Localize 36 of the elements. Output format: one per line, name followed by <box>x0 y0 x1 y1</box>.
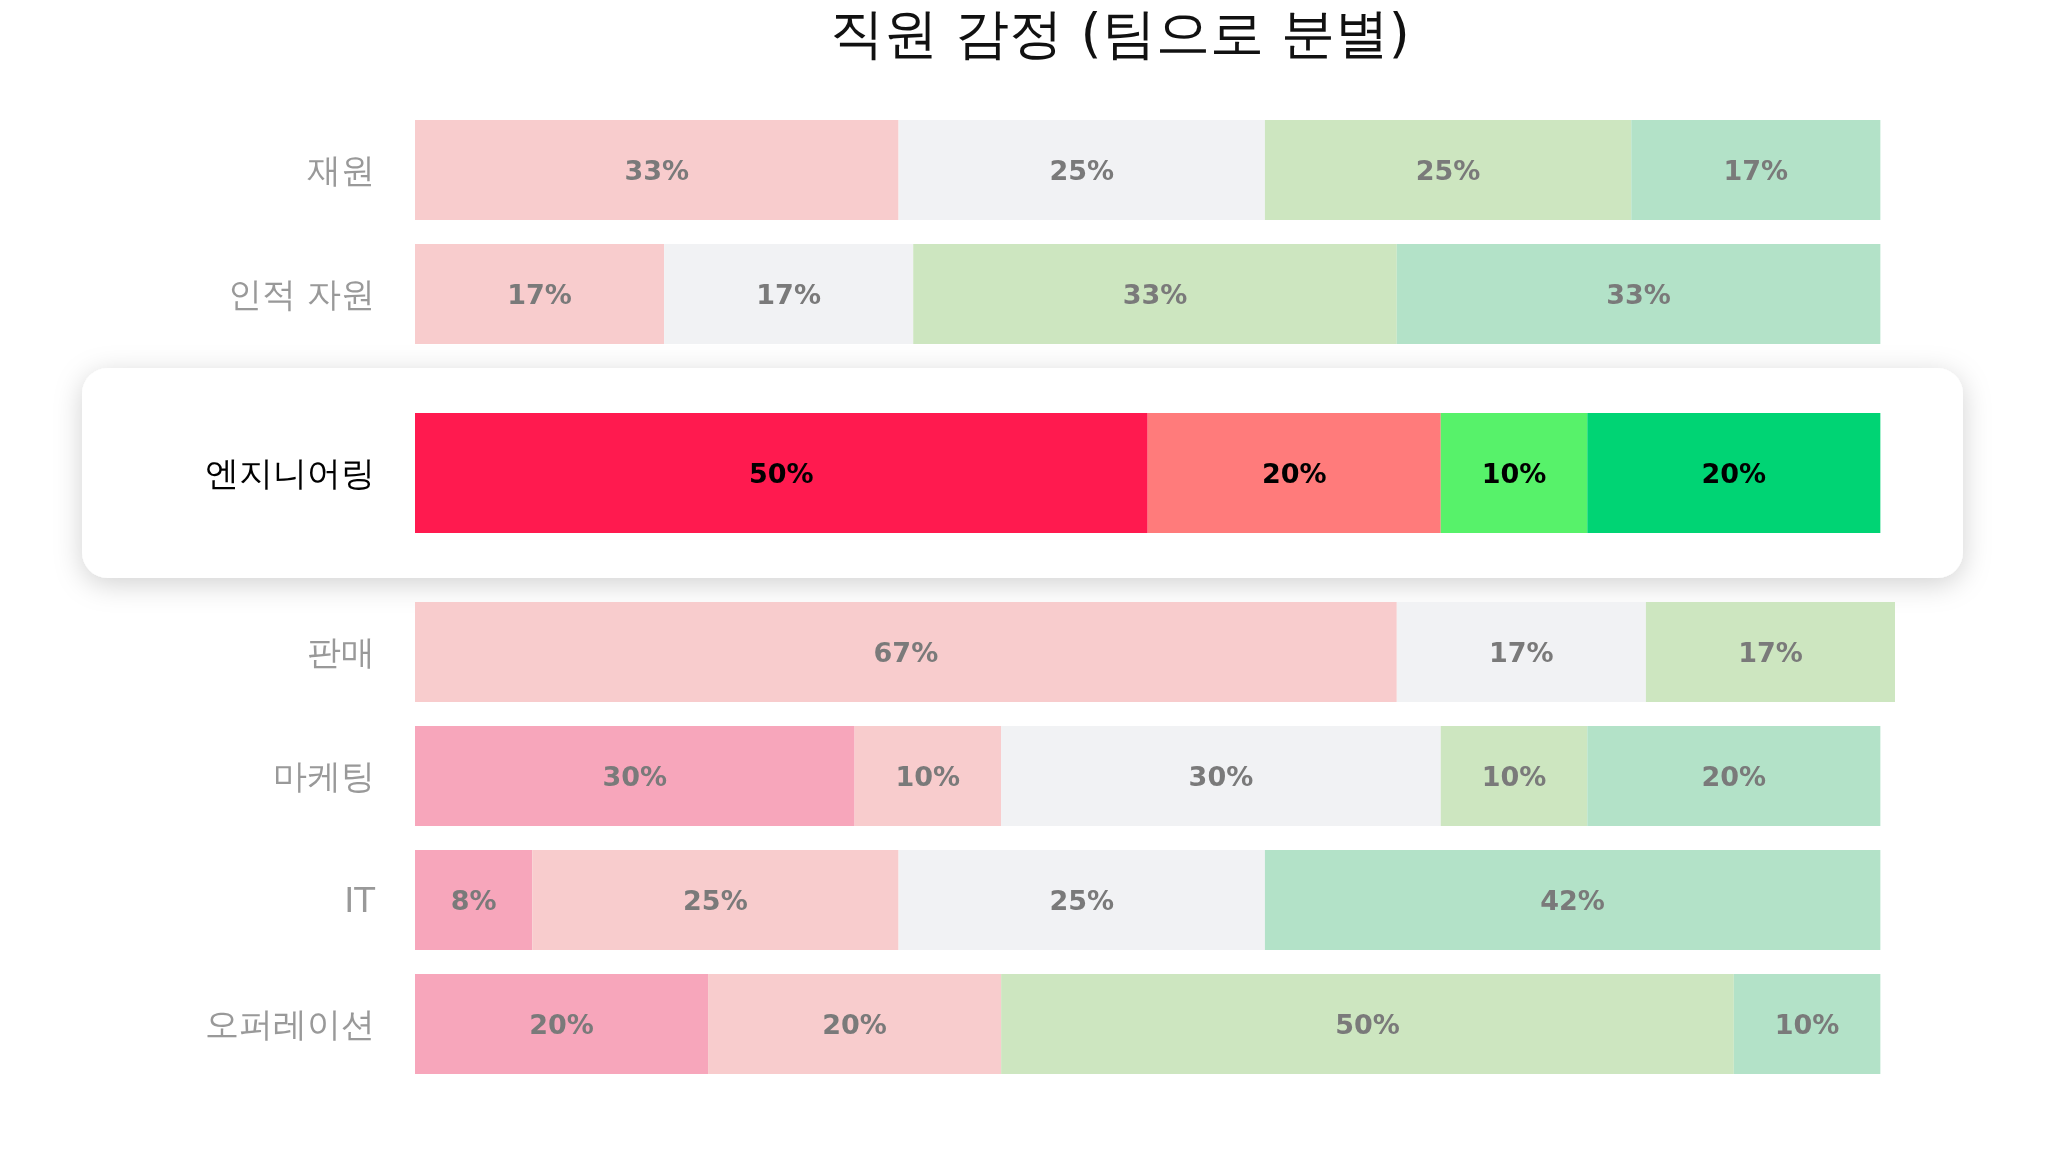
data-label: 25% <box>1415 155 1481 186</box>
y-tick-label: 엔지니어링 <box>205 453 375 493</box>
data-label: 17% <box>507 279 572 310</box>
data-label: 33% <box>624 155 690 186</box>
data-label: 42% <box>1540 885 1605 916</box>
data-label: 33% <box>1606 279 1671 310</box>
data-label: 8% <box>450 885 497 916</box>
data-label: 17% <box>1738 637 1803 668</box>
data-label: 33% <box>1122 279 1188 310</box>
data-label: 17% <box>1489 637 1554 668</box>
y-tick-label: 재원 <box>307 150 375 190</box>
y-tick-label: 판매 <box>307 632 375 672</box>
data-label: 20% <box>1261 458 1327 489</box>
data-label: 10% <box>895 761 961 792</box>
data-label: 25% <box>1049 885 1115 916</box>
y-tick-label: 마케팅 <box>273 756 375 796</box>
data-label: 50% <box>1335 1009 1400 1040</box>
y-tick-label: 오퍼레이션 <box>205 1004 375 1044</box>
data-label: 25% <box>1049 155 1115 186</box>
data-label: 30% <box>1188 761 1254 792</box>
data-label: 10% <box>1774 1009 1840 1040</box>
data-label: 30% <box>602 761 668 792</box>
data-label: 67% <box>873 637 939 668</box>
data-label: 25% <box>683 885 748 916</box>
data-label: 10% <box>1481 761 1547 792</box>
chart-title: 직원 감정 (팀으로 분별) <box>830 2 1410 65</box>
data-label: 20% <box>529 1009 594 1040</box>
data-label: 17% <box>1723 155 1789 186</box>
y-tick-label: IT <box>344 880 376 920</box>
data-label: 10% <box>1481 458 1547 489</box>
data-label: 50% <box>749 458 814 489</box>
data-label: 20% <box>1701 761 1767 792</box>
data-label: 17% <box>756 279 821 310</box>
data-label: 20% <box>1701 458 1767 489</box>
y-tick-label: 인적 자원 <box>228 274 375 314</box>
data-label: 20% <box>822 1009 887 1040</box>
